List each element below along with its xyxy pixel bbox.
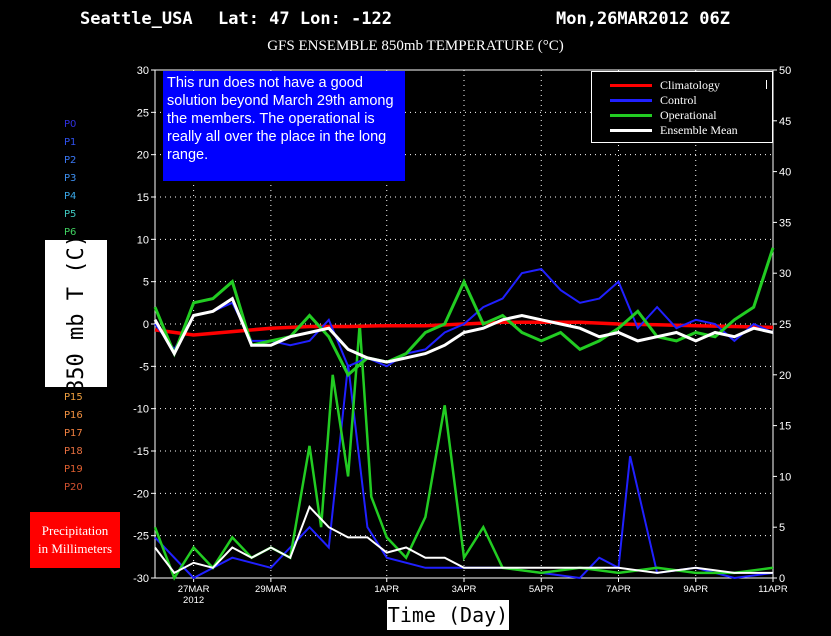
y-tick-label: 10 xyxy=(137,234,149,246)
y-tick-label: 15 xyxy=(137,192,149,204)
x-tick-label: 27MAR xyxy=(178,584,210,595)
y2-tick-label: 30 xyxy=(779,268,791,280)
y2-tick-label: 45 xyxy=(779,116,791,128)
x-tick-label: 9APR xyxy=(683,584,708,595)
member-label-p6: P6 xyxy=(64,227,77,238)
legend-label-control: Control xyxy=(660,93,697,107)
member-label-p5: P5 xyxy=(64,209,77,220)
legend-swatch-operational xyxy=(610,114,652,117)
legend-label-ensemble-mean: Ensemble Mean xyxy=(660,123,738,137)
y-tick-label: -30 xyxy=(133,573,149,585)
y-tick-label: 30 xyxy=(137,65,149,77)
legend-label-operational: Operational xyxy=(660,108,717,122)
y2-tick-label: 10 xyxy=(779,471,791,483)
temp-line-control xyxy=(154,267,774,368)
member-list-bottom: P15 P16 P17 P18 P19 P20 xyxy=(64,389,83,497)
y2-tick-label: 15 xyxy=(779,421,791,433)
x-tick-label: 1APR xyxy=(374,584,399,595)
member-label-p3: P3 xyxy=(64,173,77,184)
legend-item-ensemble-mean: Ensemble Mean xyxy=(610,123,738,138)
y-tick-label: -25 xyxy=(133,531,149,543)
member-label-p20: P20 xyxy=(64,482,83,493)
y-tick-label: -10 xyxy=(133,404,149,416)
y2-tick-label: 25 xyxy=(779,319,791,331)
y-axis-label: 850 mb T (C) xyxy=(63,234,89,393)
temp-line-ensemble-mean xyxy=(153,296,774,364)
member-label-p15: P15 xyxy=(64,392,83,403)
x-tick-label: 7APR xyxy=(606,584,631,595)
member-label-p17: P17 xyxy=(64,428,83,439)
y-tick-label: 0 xyxy=(143,319,149,331)
x-axis-label: Time (Day) xyxy=(387,600,509,630)
y2-tick-label: 40 xyxy=(779,167,791,179)
y-tick-label: -15 xyxy=(133,446,149,458)
member-list-top: P0 P1 P2 P3 P4 P5 P6 xyxy=(64,116,76,242)
x-tick-label: 3APR xyxy=(452,584,477,595)
x-tick-label-year: 2012 xyxy=(183,595,204,606)
run-time: Mon,26MAR2012 06Z xyxy=(556,9,730,29)
member-label-p16: P16 xyxy=(64,410,83,421)
member-label-p18: P18 xyxy=(64,446,83,457)
legend: Climatology Control Operational Ensemble… xyxy=(591,71,773,143)
legend-item-control: Control xyxy=(610,93,697,108)
member-label-p19: P19 xyxy=(64,464,83,475)
precip-line-operational xyxy=(153,323,774,581)
precipitation-label-line1: Precipitation xyxy=(41,523,109,538)
legend-item-climatology: Climatology xyxy=(610,78,720,93)
legend-label-climatology: Climatology xyxy=(660,78,720,92)
y-tick-label: 20 xyxy=(137,150,149,162)
legend-item-operational: Operational xyxy=(610,108,717,123)
x-tick-label: 5APR xyxy=(529,584,554,595)
legend-swatch-control xyxy=(610,99,652,102)
x-tick-label: 29MAR xyxy=(255,584,287,595)
precipitation-label-box: Precipitation in Millimeters xyxy=(30,512,120,568)
legend-tick xyxy=(766,80,767,89)
y-axis-label-box: 850 mb T (C) xyxy=(45,234,107,393)
y2-tick-label: 5 xyxy=(779,522,785,534)
member-label-p4: P4 xyxy=(64,191,77,202)
legend-swatch-ensemble-mean xyxy=(610,129,652,132)
member-label-p2: P2 xyxy=(64,155,77,166)
station-name: Seattle_USA xyxy=(80,9,193,29)
y-tick-label: -20 xyxy=(133,488,149,500)
member-label-p1: P1 xyxy=(64,137,77,148)
station-coordinates: Lat: 47 Lon: -122 xyxy=(218,9,392,29)
y-tick-label: 25 xyxy=(137,107,149,119)
y2-tick-label: 35 xyxy=(779,217,791,229)
y2-tick-label: 20 xyxy=(779,370,791,382)
y-tick-label: -5 xyxy=(139,361,149,373)
chart-title: GFS ENSEMBLE 850mb TEMPERATURE (°C) xyxy=(267,38,564,54)
member-label-p0: P0 xyxy=(64,119,77,130)
precipitation-label-line2: in Millimeters xyxy=(37,541,113,556)
precip-line-ensemble-mean xyxy=(154,505,773,575)
annotation-note: This run does not have a good solution b… xyxy=(163,71,405,181)
y-tick-label: 5 xyxy=(143,277,149,289)
x-tick-label: 11APR xyxy=(758,584,788,595)
y2-tick-label: 50 xyxy=(779,65,791,77)
y2-tick-label: 0 xyxy=(779,573,785,585)
legend-swatch-climatology xyxy=(610,84,652,87)
